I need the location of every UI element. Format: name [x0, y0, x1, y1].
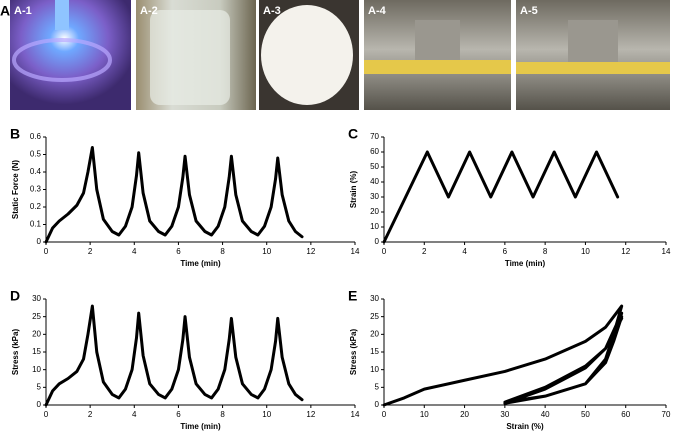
y-tick-label: 70	[370, 132, 379, 141]
y-tick-label: 0.2	[30, 202, 42, 211]
x-tick-label: 10	[581, 247, 590, 256]
photo-detail	[12, 38, 112, 82]
panel-label: B	[10, 126, 20, 142]
x-tick-label: 40	[541, 410, 550, 419]
y-tick-label: 0.3	[30, 185, 42, 194]
y-axis-label: Strain (%)	[349, 171, 358, 209]
y-tick-label: 25	[32, 312, 41, 321]
photo-detail	[516, 62, 670, 74]
photo-label: A-1	[14, 5, 32, 17]
y-tick-label: 0.1	[30, 220, 42, 229]
x-tick-label: 2	[88, 410, 93, 419]
panel-label: E	[348, 288, 357, 304]
x-tick-label: 4	[132, 410, 137, 419]
photo-label: A-4	[368, 5, 387, 17]
photo-detail	[261, 5, 353, 105]
y-axis-label: Stress (kPa)	[349, 329, 358, 376]
photo-label: A-3	[263, 5, 281, 17]
x-axis-label: Time (min)	[180, 422, 221, 431]
x-tick-label: 6	[503, 247, 508, 256]
x-axis-label: Strain (%)	[506, 422, 544, 431]
photo-detail	[364, 60, 511, 74]
x-tick-label: 10	[262, 410, 271, 419]
y-tick-label: 30	[370, 192, 379, 201]
y-tick-label: 20	[32, 329, 41, 338]
x-tick-label: 12	[306, 247, 315, 256]
photo-detail	[55, 0, 69, 30]
y-tick-label: 15	[32, 347, 41, 356]
x-tick-label: 12	[621, 247, 630, 256]
y-tick-label: 40	[370, 177, 379, 186]
y-tick-label: 10	[370, 365, 379, 374]
x-tick-label: 4	[132, 247, 137, 256]
x-tick-label: 8	[220, 247, 225, 256]
y-tick-label: 15	[370, 347, 379, 356]
x-tick-label: 30	[500, 410, 509, 419]
y-tick-label: 5	[375, 382, 380, 391]
x-tick-label: 10	[262, 247, 271, 256]
x-tick-label: 2	[422, 247, 427, 256]
y-tick-label: 25	[370, 312, 379, 321]
y-tick-label: 30	[32, 294, 41, 303]
photo-detail	[150, 10, 230, 105]
y-tick-label: 0	[375, 400, 380, 409]
x-axis-label: Time (min)	[505, 259, 546, 268]
y-axis-label: Stress (kPa)	[11, 329, 20, 376]
x-tick-label: 0	[382, 247, 387, 256]
x-tick-label: 10	[420, 410, 429, 419]
y-tick-label: 5	[37, 382, 42, 391]
y-axis-label: Static Force (N)	[11, 160, 20, 219]
x-tick-label: 0	[44, 247, 49, 256]
panel-label: D	[10, 288, 20, 304]
panel-label: C	[348, 126, 358, 142]
x-tick-label: 14	[351, 410, 360, 419]
x-tick-label: 4	[462, 247, 467, 256]
photo-detail	[415, 20, 460, 60]
data-line	[382, 150, 620, 244]
y-tick-label: 0	[375, 237, 380, 246]
y-tick-label: 0	[37, 400, 42, 409]
x-tick-label: 70	[662, 410, 671, 419]
x-tick-label: 60	[621, 410, 630, 419]
x-tick-label: 14	[351, 247, 360, 256]
x-tick-label: 50	[581, 410, 590, 419]
x-tick-label: 20	[460, 410, 469, 419]
y-tick-label: 10	[32, 365, 41, 374]
data-line	[382, 304, 624, 407]
x-tick-label: 2	[88, 247, 93, 256]
y-tick-label: 0.5	[30, 150, 42, 159]
y-tick-label: 0.4	[30, 167, 42, 176]
x-tick-label: 0	[44, 410, 49, 419]
x-tick-label: 6	[176, 247, 181, 256]
photo-detail	[568, 20, 618, 62]
x-tick-label: 8	[220, 410, 225, 419]
photos: A A-1 A-2 A-3 A-4 A-5	[0, 0, 670, 110]
y-tick-label: 50	[370, 162, 379, 171]
y-tick-label: 20	[370, 207, 379, 216]
y-tick-label: 20	[370, 329, 379, 338]
x-tick-label: 12	[306, 410, 315, 419]
photo-label: A-2	[140, 5, 158, 17]
data-line	[44, 304, 304, 407]
y-tick-label: 30	[370, 294, 379, 303]
x-tick-label: 8	[543, 247, 548, 256]
y-tick-label: 60	[370, 147, 379, 156]
x-tick-label: 14	[662, 247, 671, 256]
y-tick-label: 10	[370, 222, 379, 231]
y-tick-label: 0.6	[30, 132, 42, 141]
y-tick-label: 0	[37, 237, 42, 246]
data-line	[44, 146, 304, 244]
x-tick-label: 0	[382, 410, 387, 419]
x-axis-label: Time (min)	[180, 259, 221, 268]
panel-label: A	[0, 3, 10, 19]
photo-label: A-5	[520, 5, 538, 17]
x-tick-label: 6	[176, 410, 181, 419]
